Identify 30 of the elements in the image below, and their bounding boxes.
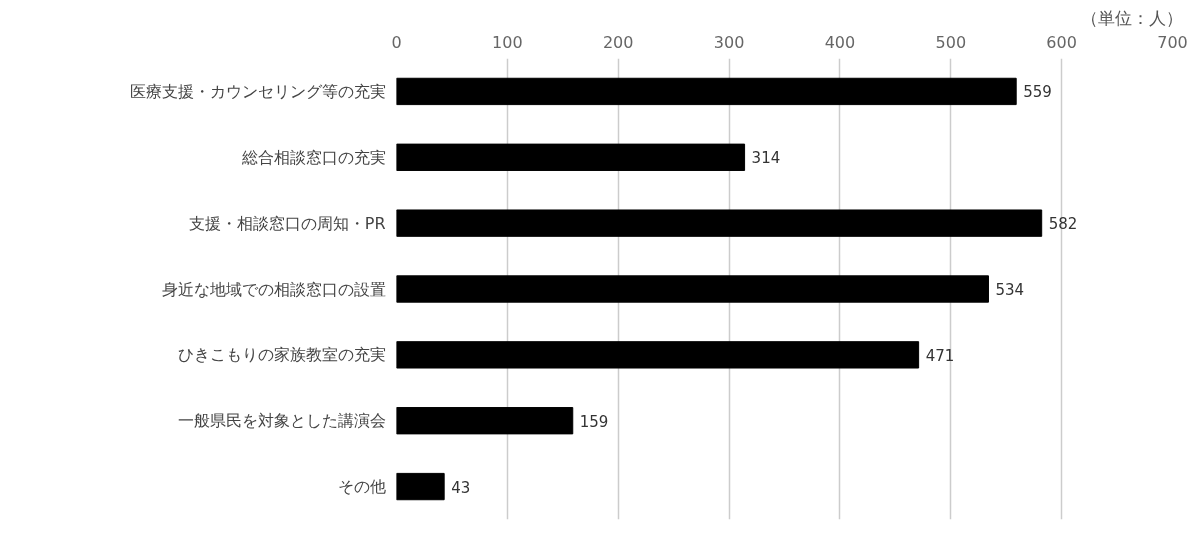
bar: [396, 209, 1043, 237]
y-tick-label: その他: [337, 477, 386, 497]
data-label: 582: [1048, 215, 1078, 234]
y-tick-label: 支援・相談窓口の周知・PR: [188, 213, 386, 233]
bar: [396, 407, 574, 435]
x-tick-label: 0: [391, 32, 402, 52]
y-tick-label: 一般県民を対象とした講演会: [177, 411, 386, 431]
y-tick-label: 身近な地域での相談窓口の設置: [161, 279, 386, 299]
data-label: 559: [1023, 83, 1052, 102]
y-tick-label: ひきこもりの家族教室の充実: [177, 345, 386, 365]
data-label: 314: [751, 149, 781, 168]
data-label: 471: [925, 346, 955, 365]
bar: [396, 472, 445, 501]
x-tick-label: 400: [824, 32, 856, 52]
data-label: 43: [451, 478, 471, 497]
x-tick-label: 500: [935, 32, 967, 52]
x-tick-label: 200: [602, 32, 634, 52]
y-tick-label: 医療支援・カウンセリング等の充実: [129, 81, 386, 101]
y-tick-label: 総合相談窓口の充実: [240, 147, 386, 167]
data-label: 534: [995, 281, 1025, 299]
bar: [396, 275, 989, 303]
text: （単位：人）: [1080, 7, 1183, 28]
bar: [396, 143, 746, 171]
data-label: 159: [579, 412, 609, 431]
x-tick-label: 100: [492, 32, 523, 52]
bar: [396, 341, 920, 369]
x-tick-label: 700: [1157, 32, 1188, 52]
bar: [396, 77, 1017, 106]
x-tick-label: 600: [1046, 32, 1077, 52]
x-tick-label: 300: [713, 32, 745, 52]
